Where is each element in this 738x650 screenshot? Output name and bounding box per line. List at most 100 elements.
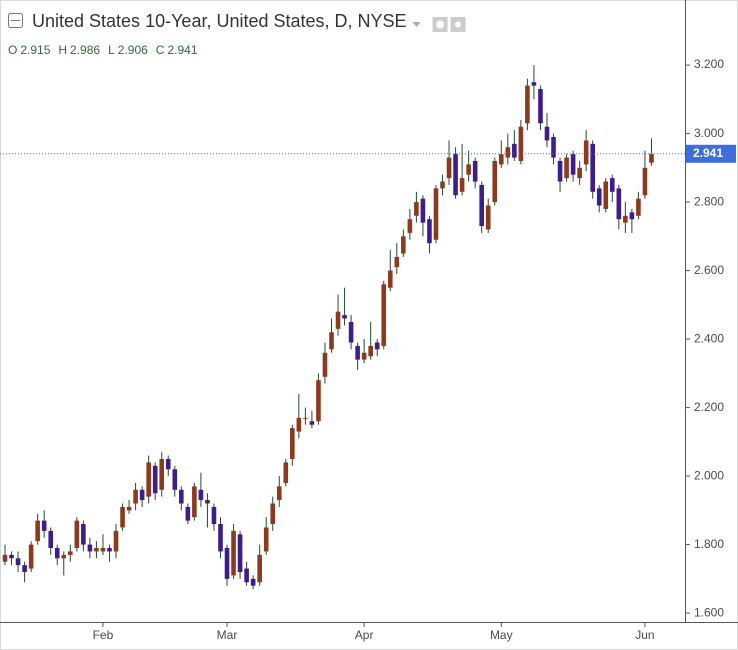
ohlc-label: C [156, 43, 165, 57]
gear-icon [453, 19, 464, 30]
candle-body [544, 126, 550, 141]
candle-body [113, 530, 119, 552]
candle-body [603, 181, 609, 209]
candle-body [609, 178, 615, 192]
ohlc-value: 2.906 [118, 43, 148, 57]
candle-body [596, 188, 602, 206]
candle-body [636, 198, 641, 216]
candle-body [564, 157, 569, 179]
y-tick-label: 2.800 [694, 194, 724, 208]
candle-body [224, 548, 230, 579]
candle-body [211, 506, 217, 525]
candle-body [401, 236, 406, 254]
candle-body [185, 506, 191, 521]
candle-body [237, 534, 243, 572]
candle-body [557, 160, 563, 182]
ohlc-label: H [58, 43, 67, 57]
candle-body [159, 458, 165, 490]
candle-body [348, 321, 354, 343]
candle-body [329, 332, 334, 350]
x-tick-label: Apr [355, 628, 374, 642]
candle-body [577, 167, 582, 179]
candle-body [250, 578, 256, 586]
candle-body [316, 380, 321, 422]
candle-body [525, 85, 530, 124]
candle-body [2, 554, 8, 562]
candle-body [126, 506, 132, 511]
candle-body [290, 428, 295, 459]
x-tick-label: Feb [93, 628, 114, 642]
candle-body [342, 315, 347, 319]
chart-title: United States 10-Year, United States, D,… [32, 11, 407, 31]
candle-body [179, 489, 184, 504]
candle-body [381, 284, 387, 346]
candle-body [498, 154, 504, 165]
candle-body [466, 164, 471, 175]
candle-body [172, 469, 178, 490]
candle-body [81, 524, 86, 545]
candle-body [427, 219, 432, 244]
candle-body [205, 500, 210, 504]
ohlc-value: 2.986 [70, 43, 100, 57]
candle-body [257, 554, 262, 583]
candle-body [446, 157, 452, 179]
candle-body [133, 489, 138, 504]
candle-body [15, 558, 21, 566]
y-tick-label: 2.400 [694, 331, 724, 345]
candle-body [165, 458, 171, 470]
candle-body [492, 160, 498, 203]
y-tick-label: 1.800 [694, 537, 724, 551]
candle-body [94, 548, 99, 552]
candle-body [531, 82, 537, 86]
candle-body [68, 551, 73, 555]
candle-body [87, 544, 93, 552]
title-icons [412, 17, 466, 32]
candle-body [440, 181, 445, 189]
ohlc-label: O [8, 43, 17, 57]
candle-body [361, 352, 367, 360]
candle-body [139, 489, 145, 501]
x-tick-label: Jun [635, 628, 654, 642]
candle-body [374, 342, 380, 350]
candle-body [198, 489, 204, 501]
candle-body [387, 270, 393, 288]
candle-body [107, 548, 112, 552]
candle-body [583, 140, 589, 165]
candle-body [479, 184, 484, 227]
candle-body [276, 486, 282, 501]
candle-body [623, 215, 628, 223]
candle-body [414, 202, 419, 216]
candle-body [642, 167, 648, 196]
candle-body [263, 527, 269, 552]
ohlc-label: L [108, 43, 115, 57]
ohlc-value: 2.915 [20, 43, 50, 57]
candle-body [28, 544, 34, 569]
candle-body [485, 205, 491, 230]
candle-body [296, 417, 302, 432]
candle-body [538, 89, 543, 124]
candle-body [231, 530, 236, 576]
candle-body [512, 143, 517, 158]
candle-body [270, 503, 276, 525]
candle-body [518, 126, 524, 161]
candle-body [590, 143, 595, 192]
candle-body [152, 465, 158, 494]
candle-body [61, 554, 67, 559]
candle-body [100, 548, 106, 552]
candle-body [9, 554, 14, 559]
candle-body [453, 154, 458, 196]
y-tick-label: 2.600 [694, 263, 724, 277]
menu-caret[interactable] [412, 22, 421, 27]
candle-body [505, 147, 511, 158]
candle-body [570, 154, 576, 175]
candle-body [407, 219, 413, 233]
candle-body [433, 188, 439, 240]
candle-body [35, 520, 40, 542]
candle-body [303, 417, 308, 419]
ohlc-value: 2.941 [167, 43, 197, 57]
candle-body [309, 421, 315, 425]
candle-body [192, 486, 197, 518]
candle-body [48, 530, 54, 549]
candle-body [355, 345, 360, 360]
